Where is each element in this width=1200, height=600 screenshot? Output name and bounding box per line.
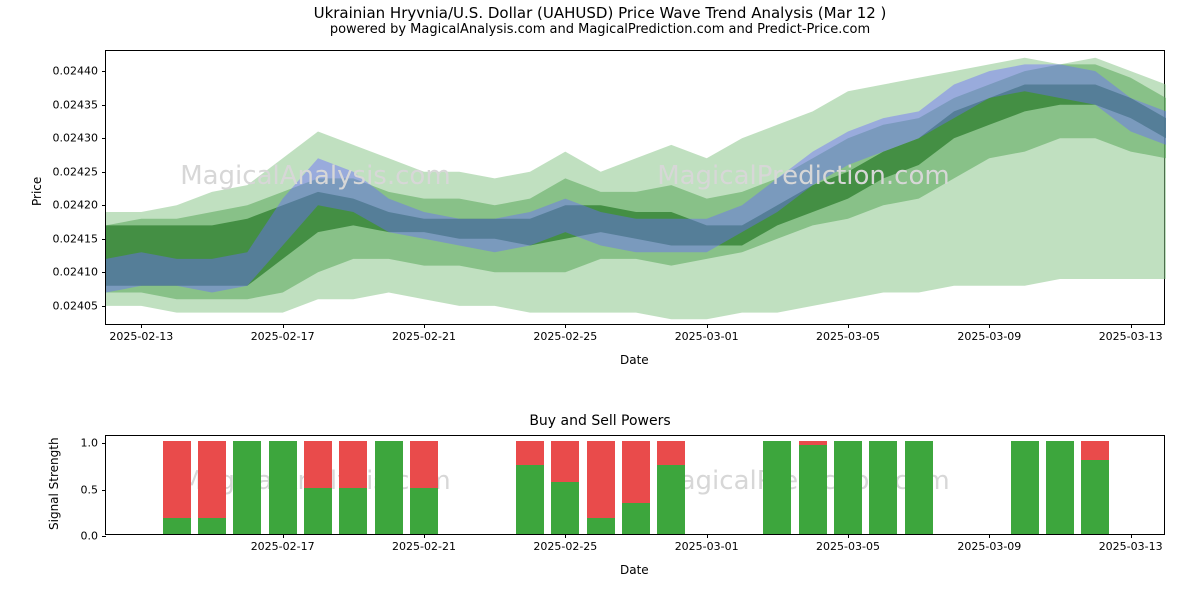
y-tick-label: 0.02415	[53, 232, 107, 245]
y-tick-mark	[102, 105, 106, 106]
buy-bar	[163, 518, 191, 534]
x-tick-mark	[1131, 324, 1132, 328]
sell-bar	[163, 441, 191, 518]
x-tick-mark	[707, 324, 708, 328]
buy-bar	[1011, 441, 1039, 534]
buy-bar	[587, 518, 615, 534]
x-tick-mark	[989, 534, 990, 538]
y-tick-label: 0.02440	[53, 65, 107, 78]
y-tick-mark	[102, 443, 106, 444]
x-tick-mark	[283, 324, 284, 328]
sell-bar	[198, 441, 226, 518]
buy-bar	[1046, 441, 1074, 534]
y-tick-mark	[102, 71, 106, 72]
y-tick-label: 0.02420	[53, 199, 107, 212]
y-tick-label: 0.02430	[53, 132, 107, 145]
sell-bar	[410, 441, 438, 487]
figure: Ukrainian Hryvnia/U.S. Dollar (UAHUSD) P…	[0, 0, 1200, 600]
x-tick-mark	[848, 324, 849, 328]
y-tick-mark	[102, 490, 106, 491]
buy-bar	[905, 441, 933, 534]
y-tick-mark	[102, 536, 106, 537]
buy-bar	[339, 488, 367, 534]
title-block: Ukrainian Hryvnia/U.S. Dollar (UAHUSD) P…	[0, 4, 1200, 38]
buy-bar	[622, 503, 650, 534]
sell-bar	[799, 441, 827, 445]
buy-bar	[763, 441, 791, 534]
y-tick-label: 0.02405	[53, 299, 107, 312]
buy-bar	[198, 518, 226, 534]
x-tick-mark	[565, 324, 566, 328]
chart-subtitle: powered by MagicalAnalysis.com and Magic…	[0, 22, 1200, 38]
buy-bar	[657, 465, 685, 534]
y-tick-label: 0.02410	[53, 266, 107, 279]
y-tick-mark	[102, 272, 106, 273]
y-tick-mark	[102, 239, 106, 240]
x-tick-mark	[141, 324, 142, 328]
x-tick-mark	[424, 534, 425, 538]
buy-bar	[269, 441, 297, 534]
power-y-axis-label: Signal Strength	[47, 437, 61, 530]
price-chart-axes: MagicalAnalysis.com MagicalPrediction.co…	[105, 50, 1165, 325]
buy-bar	[375, 441, 403, 534]
chart-title: Ukrainian Hryvnia/U.S. Dollar (UAHUSD) P…	[0, 4, 1200, 22]
y-tick-mark	[102, 306, 106, 307]
buy-bar	[834, 441, 862, 534]
price-bands-svg	[106, 51, 1166, 326]
buy-bar	[551, 482, 579, 534]
buy-bar	[304, 488, 332, 534]
y-tick-mark	[102, 138, 106, 139]
sell-bar	[657, 441, 685, 464]
x-tick-mark	[707, 534, 708, 538]
buy-bar	[1081, 460, 1109, 534]
price-x-axis-label: Date	[620, 353, 649, 367]
y-tick-mark	[102, 205, 106, 206]
power-x-axis-label: Date	[620, 563, 649, 577]
y-tick-mark	[102, 172, 106, 173]
buy-bar	[410, 488, 438, 534]
sell-bar	[304, 441, 332, 487]
x-tick-mark	[283, 534, 284, 538]
x-tick-mark	[424, 324, 425, 328]
buy-bar	[869, 441, 897, 534]
sell-bar	[622, 441, 650, 503]
x-tick-mark	[848, 534, 849, 538]
sell-bar	[587, 441, 615, 518]
buy-bar	[799, 445, 827, 534]
y-tick-label: 0.02425	[53, 165, 107, 178]
sell-bar	[1081, 441, 1109, 460]
sell-bar	[516, 441, 544, 464]
y-tick-label: 0.02435	[53, 98, 107, 111]
x-tick-mark	[989, 324, 990, 328]
sell-bar	[339, 441, 367, 487]
power-chart-title: Buy and Sell Powers	[0, 413, 1200, 429]
buy-bar	[516, 465, 544, 534]
buy-bar	[233, 441, 261, 534]
x-tick-mark	[565, 534, 566, 538]
sell-bar	[551, 441, 579, 482]
price-y-axis-label: Price	[30, 176, 44, 205]
power-chart-axes: MagicalAnalysis.com MagicalPrediction.co…	[105, 435, 1165, 535]
x-tick-mark	[1131, 534, 1132, 538]
